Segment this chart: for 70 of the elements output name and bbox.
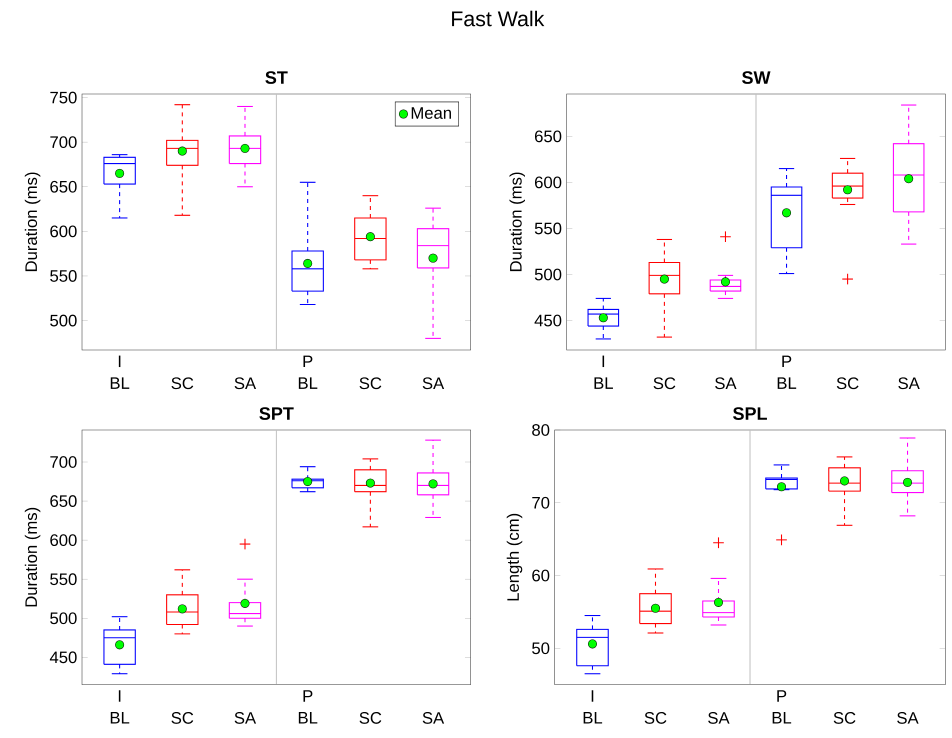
y-tick-label: 80 (532, 424, 550, 436)
y-tick-label: 70 (532, 496, 550, 509)
x-tick-label: BL (594, 377, 613, 389)
y-tick-label: 550 (534, 222, 562, 234)
point (428, 254, 438, 263)
x-tick-label: SC (834, 712, 856, 724)
y-tick-label: 450 (534, 314, 562, 326)
text: I (118, 356, 120, 368)
text: I (592, 690, 594, 702)
y-tick-label: 500 (50, 612, 77, 624)
y-tick-label: 650 (534, 130, 562, 142)
x-tick-label: SA (422, 712, 444, 724)
y-tick-label: 700 (50, 136, 77, 148)
y-tick-label: 60 (532, 570, 550, 582)
x-tick-label: SC (171, 712, 194, 724)
chart-title: SPL (733, 407, 767, 420)
x-tick-label: SC (360, 712, 382, 724)
x-tick-label: SC (654, 377, 676, 390)
text: P (303, 356, 312, 368)
chart-title: SW (742, 71, 770, 84)
x-tick-label: BL (772, 712, 792, 724)
y-tick-label: 600 (534, 176, 562, 188)
y-axis-title: Duration (ms) (509, 172, 525, 272)
y-tick-label: 700 (50, 456, 77, 468)
x-tick-label: SA (422, 377, 444, 390)
point (303, 258, 312, 268)
x-tick-label: SC (171, 377, 194, 390)
text: P (777, 690, 786, 702)
y-axis-title: Duration (ms) (24, 172, 40, 272)
text: Fast Walk (452, 10, 544, 26)
x-tick-label: SA (708, 712, 730, 724)
x-tick-label: BL (298, 712, 318, 724)
chart-title: ST (265, 71, 288, 84)
y-tick-label: 650 (50, 180, 77, 193)
x-tick-label: BL (584, 712, 602, 724)
y-tick-label: 550 (50, 573, 77, 586)
y-tick-label: 500 (50, 314, 77, 326)
y-tick-label: 600 (50, 534, 77, 546)
x-tick-label: SA (898, 377, 920, 390)
x-tick-label: BL (298, 377, 318, 389)
y-tick-label: 750 (50, 92, 77, 104)
x-tick-label: BL (110, 377, 130, 389)
y-axis-title: Duration (ms) (24, 508, 40, 606)
text: P (782, 356, 792, 368)
x-tick-label: SC (360, 377, 382, 390)
x-tick-label: BL (778, 377, 796, 389)
y-tick-label: 500 (534, 268, 562, 280)
y-tick-label: 450 (50, 651, 77, 664)
x-tick-label: SA (234, 377, 256, 390)
x-tick-label: SA (715, 377, 737, 390)
y-tick-label: 650 (50, 495, 77, 507)
point (904, 174, 914, 184)
x-tick-label: SC (644, 712, 666, 724)
x-tick-label: SA (234, 712, 256, 724)
x-tick-label: BL (110, 712, 130, 724)
x-tick-label: SC (836, 377, 859, 390)
chart-title: SPT (259, 407, 294, 420)
legend-label: Mean (412, 107, 451, 119)
y-tick-label: 550 (50, 270, 77, 282)
point (782, 208, 792, 218)
y-axis-title: Length (cm) (506, 514, 522, 600)
point (714, 598, 724, 607)
y-tick-label: 50 (532, 642, 550, 654)
text: I (602, 356, 604, 368)
point (366, 232, 375, 242)
x-tick-label: SA (897, 712, 919, 724)
point (240, 598, 250, 608)
text: P (303, 690, 312, 702)
y-tick-label: 600 (50, 225, 77, 238)
text: I (118, 690, 120, 702)
